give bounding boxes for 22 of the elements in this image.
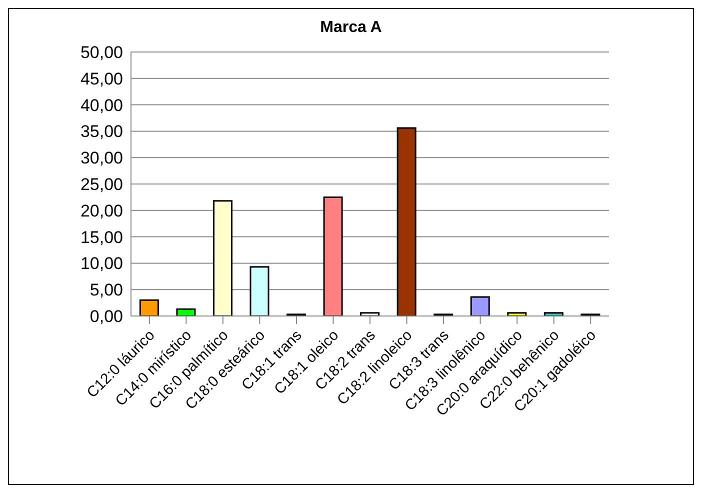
y-tick-label: 30,00 [80, 148, 123, 168]
bar [396, 127, 416, 316]
y-tick-label: 50,00 [80, 43, 123, 62]
y-tick-label: 20,00 [80, 201, 123, 220]
y-tick-label: 25,00 [80, 175, 123, 194]
y-tick-label: 5,00 [90, 280, 123, 300]
y-tick-label: 10,00 [80, 254, 123, 274]
bar [544, 312, 564, 316]
bar [360, 312, 380, 316]
bar [176, 308, 196, 316]
chart-title: Marca A [319, 18, 383, 38]
y-tick-label: 45,00 [80, 69, 123, 88]
bar [212, 200, 232, 316]
y-tick-label: 15,00 [80, 228, 123, 247]
y-tick-label: 35,00 [80, 122, 123, 142]
bar [323, 196, 343, 316]
bar [507, 312, 527, 316]
bar [250, 266, 270, 316]
bar [139, 299, 159, 316]
bar [470, 296, 490, 316]
y-tick-label: 0,00 [90, 307, 123, 326]
y-tick-label: 40,00 [80, 96, 123, 115]
